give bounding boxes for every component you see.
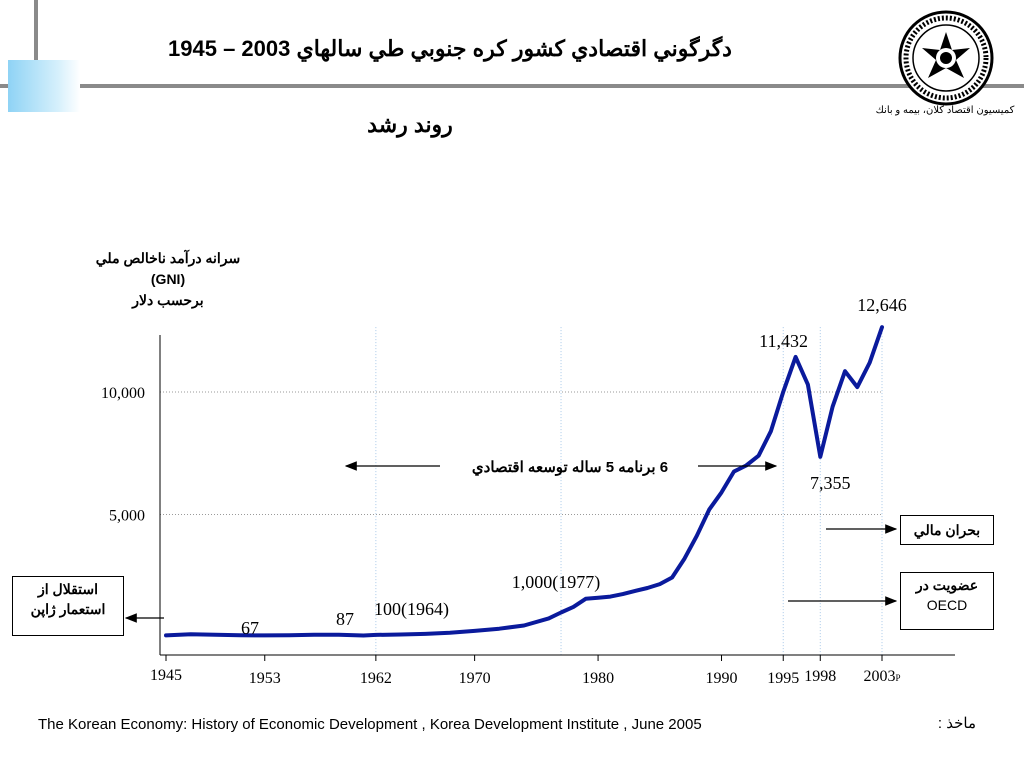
data-label: 12,646 (857, 295, 907, 315)
x-tick-label: 1945 (150, 667, 182, 684)
x-tick-label: 2003P (863, 668, 900, 685)
data-label: 11,432 (759, 331, 808, 351)
data-label: 100(1964) (374, 599, 449, 620)
commission-logo-seal (898, 10, 994, 106)
y-tick-label: 10,000 (101, 385, 145, 402)
gni-series-line (164, 325, 884, 638)
oecd-line2: OECD (926, 597, 968, 613)
data-label: 7,355 (810, 473, 851, 493)
source-text: The Korean Economy: History of Economic … (38, 716, 702, 733)
x-tick-label: 1990 (706, 670, 738, 687)
source-label: ماخذ : (937, 715, 976, 732)
decor-horizontal-bar (0, 84, 1024, 88)
y-tick-label: 5,000 (109, 508, 145, 525)
independence-box: استقلال از استعمار ژاپن (12, 576, 124, 636)
y-axis-label: سرانه درآمد ناخالص ملي (GNI) برحسب دلار (78, 248, 258, 311)
data-label: 87 (336, 609, 354, 629)
financial-crisis-box: بحران مالي (900, 515, 994, 545)
decor-vertical-bar (34, 0, 38, 112)
independence-line1: استقلال از (38, 581, 98, 597)
y-axis-label-line1: سرانه درآمد ناخالص ملي (95, 250, 241, 266)
x-tick-label: 1962 (360, 670, 392, 687)
data-label: 67 (241, 618, 259, 638)
data-label: 1,000(1977) (512, 572, 601, 593)
plan-label: 6 برنامه 5 ساله توسعه اقتصادي (472, 459, 668, 477)
x-tick-label: 1980 (582, 670, 614, 687)
y-axis-label-line3: برحسب دلار (132, 292, 204, 308)
oecd-membership-box: عضويت در OECD (900, 572, 994, 630)
decor-blue-block (8, 60, 80, 112)
y-axis-label-line2: (GNI) (150, 271, 186, 287)
slide-title: دگرگوني اقتصادي كشور كره جنوبي طي سالهاي… (168, 36, 732, 61)
x-tick-label: 1995 (767, 670, 799, 687)
slide-subtitle: روند رشد (367, 112, 453, 137)
independence-line2: استعمار ژاپن (30, 601, 106, 617)
x-tick-label: 1953 (249, 670, 281, 687)
x-tick-label: 1970 (459, 670, 491, 687)
x-tick-label: 1998 (804, 668, 836, 685)
oecd-line1: عضويت در (915, 577, 979, 593)
logo-caption: كميسيون اقتصاد كلان، بيمه و بانك (875, 105, 1015, 116)
